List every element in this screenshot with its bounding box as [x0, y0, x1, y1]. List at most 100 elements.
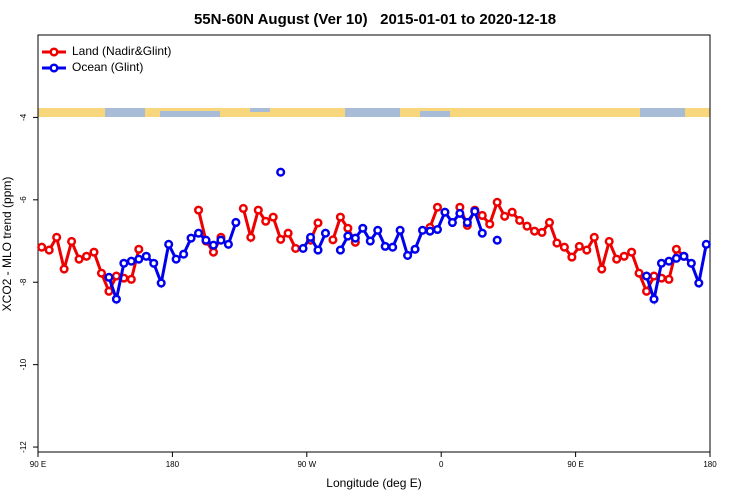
data-point [664, 256, 674, 266]
legend-label: Land (Nadir&Glint) [72, 44, 171, 58]
data-point [134, 244, 144, 254]
data-point [410, 244, 420, 254]
data-point [44, 245, 54, 255]
data-point [141, 251, 151, 261]
data-point [574, 241, 584, 251]
chart-title: 55N-60N August (Ver 10) 2015-01-01 to 20… [194, 11, 556, 28]
data-point [156, 278, 166, 288]
data-point [604, 236, 614, 246]
data-point [186, 233, 196, 243]
data-point [544, 217, 555, 228]
data-point [537, 227, 547, 237]
legend-label: Ocean (Glint) [72, 60, 143, 74]
data-point [201, 235, 211, 245]
data-point [171, 254, 181, 264]
data-point [67, 236, 77, 246]
data-point [485, 219, 495, 229]
data-point [597, 264, 607, 274]
data-point [96, 268, 107, 278]
data-point [164, 239, 174, 249]
x-tick-label: 0 [439, 460, 444, 469]
data-point [350, 233, 360, 243]
data-point [52, 232, 62, 242]
data-point [388, 242, 398, 252]
data-point [111, 294, 121, 304]
series-line [301, 232, 327, 254]
y-tick-label: -8 [19, 278, 28, 286]
y-tick-label: -6 [19, 196, 28, 204]
data-point [403, 250, 413, 260]
data-point [126, 274, 136, 284]
data-point [283, 228, 293, 238]
data-point [701, 239, 711, 249]
data-point [656, 258, 667, 268]
data-point [276, 234, 286, 244]
data-point [305, 232, 316, 242]
x-tick-label: 180 [166, 460, 180, 469]
data-point [37, 242, 47, 252]
data-point [567, 252, 577, 262]
series-line [241, 206, 297, 250]
data-point [373, 225, 383, 235]
data-point [238, 203, 248, 214]
data-point [559, 242, 569, 252]
data-point [641, 286, 652, 296]
data-point [694, 278, 704, 288]
x-axis-label: Longitude (deg E) [326, 476, 421, 490]
data-point [582, 245, 592, 255]
data-point [223, 239, 233, 249]
data-point [104, 286, 114, 296]
data-point [149, 258, 159, 268]
data-point [380, 241, 390, 251]
data-point [529, 226, 540, 236]
data-point [492, 235, 502, 245]
data-point [515, 215, 525, 225]
data-point [425, 226, 435, 236]
data-point [664, 274, 674, 284]
legend-marker [49, 63, 59, 73]
data-point [440, 207, 450, 217]
data-point [111, 271, 121, 281]
data-point [208, 240, 219, 250]
data-point [291, 243, 301, 253]
data-point [358, 223, 368, 233]
data-point [179, 249, 189, 259]
data-point [313, 245, 323, 255]
data-point [507, 207, 517, 217]
data-point [261, 216, 271, 226]
data-point [89, 247, 99, 257]
data-point [193, 228, 204, 238]
data-point [193, 205, 204, 215]
data-point [686, 258, 696, 268]
data-point [253, 205, 263, 215]
y-axis-label: XCO2 - MLO trend (ppm) [0, 177, 14, 312]
data-point [455, 208, 465, 218]
data-point [74, 254, 84, 264]
data-point [432, 202, 443, 212]
data-point [679, 251, 689, 261]
data-point [477, 210, 487, 221]
data-point [500, 211, 510, 221]
data-point [268, 212, 278, 222]
data-point [216, 235, 226, 245]
data-point [641, 271, 652, 281]
data-point [492, 197, 502, 207]
data-point [365, 236, 375, 246]
data-point [589, 232, 599, 242]
data-point [320, 228, 331, 238]
data-point [134, 254, 144, 264]
legend-marker [49, 47, 59, 57]
data-point [432, 224, 443, 235]
data-point [447, 217, 457, 228]
y-tick-label: -10 [19, 358, 28, 370]
y-tick-label: -12 [19, 441, 28, 453]
data-point [246, 232, 256, 242]
data-point [343, 231, 353, 241]
data-point [81, 251, 92, 261]
data-point [634, 268, 644, 278]
data-point [627, 247, 637, 257]
data-point [328, 235, 338, 245]
data-point [395, 225, 405, 235]
data-point [522, 221, 532, 231]
